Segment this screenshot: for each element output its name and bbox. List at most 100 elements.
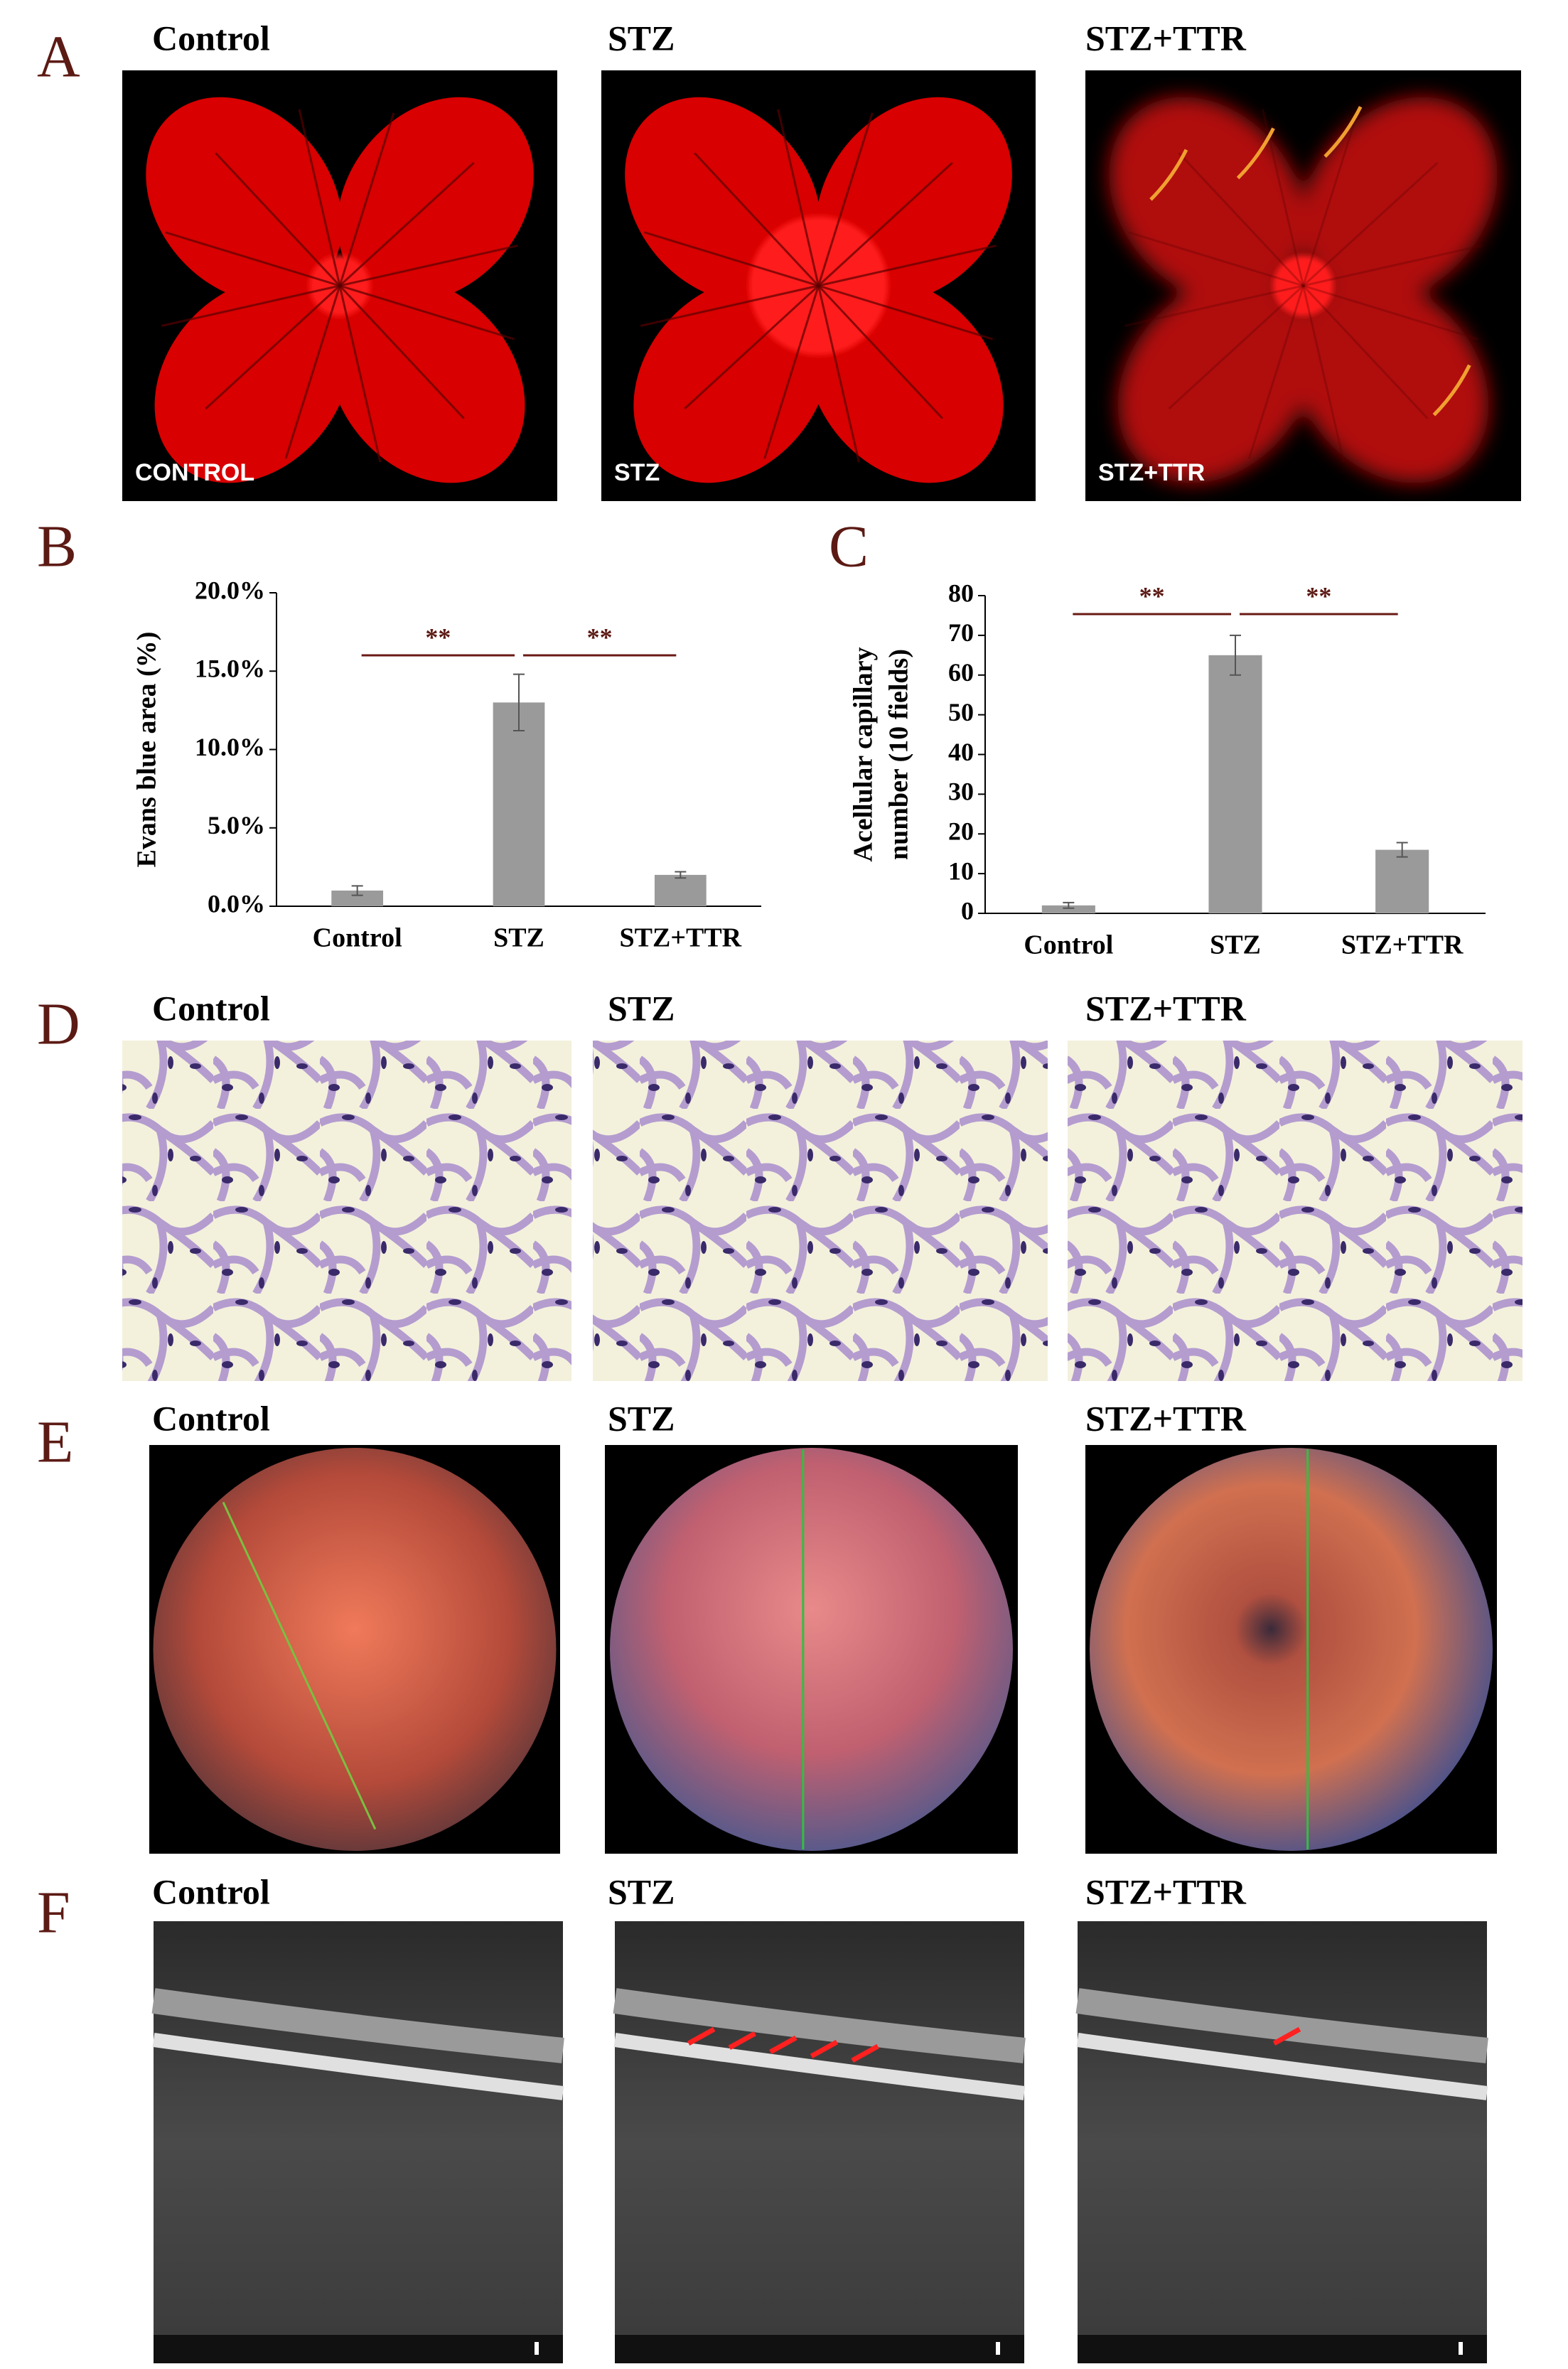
panel-letter: F (37, 1879, 70, 1945)
retina-lobe (337, 97, 534, 302)
panel-letter: B (37, 513, 77, 579)
autofluorescence (1323, 106, 1363, 158)
vessel (818, 284, 994, 340)
arrow (1272, 2026, 1301, 2046)
y-tick-label: 30 (948, 778, 974, 806)
retina-lobe (146, 97, 343, 302)
group-label: STZ (608, 18, 675, 58)
retina-lobe (154, 278, 351, 483)
retina-lobe (1117, 278, 1315, 483)
vessel (161, 284, 340, 327)
bar (1375, 849, 1429, 913)
vessel (817, 284, 943, 419)
x-tick-label: Control (1024, 930, 1113, 960)
image-d (593, 1041, 1048, 1381)
vessel (284, 285, 341, 459)
arrow (851, 2043, 879, 2063)
group-label: Control (152, 1871, 270, 1911)
scale-bar (535, 2342, 539, 2355)
group-label: STZ+TTR (1085, 1398, 1247, 1438)
group-label: Control (152, 988, 270, 1028)
vessel (1168, 284, 1304, 410)
y-axis-label: number (10 fields) (884, 649, 914, 860)
x-tick-label: Control (313, 923, 402, 953)
vessel (694, 152, 820, 287)
image-d (1068, 1041, 1523, 1381)
panel-letter: C (829, 513, 869, 579)
vessel (1303, 245, 1482, 287)
retina-lobe (1301, 97, 1498, 302)
image-f (151, 1921, 564, 2363)
vessel (818, 245, 997, 287)
autofluorescence (1149, 149, 1188, 201)
retina-lobe (328, 278, 525, 483)
y-tick-label: 5.0% (208, 811, 265, 839)
vessel (1247, 285, 1304, 459)
vessel (777, 109, 820, 286)
group-label: Control (152, 1398, 270, 1438)
retina-lobe (1109, 97, 1306, 302)
image-e (1085, 1445, 1497, 1854)
vessel (215, 152, 341, 287)
oct-background (1078, 1921, 1487, 2363)
y-axis-label: Acellular capillary (849, 647, 879, 861)
vessel-stain (1068, 1041, 1523, 1381)
y-tick-label: 50 (948, 698, 974, 726)
retina-layer (151, 1988, 564, 2063)
optic-disc (1272, 255, 1334, 316)
vessel (817, 285, 860, 463)
autofluorescence (1432, 364, 1471, 417)
arrow (728, 2031, 756, 2051)
bar (493, 702, 545, 906)
group-label: STZ+TTR (1085, 988, 1247, 1028)
x-tick-label: STZ (1210, 930, 1261, 960)
vessel (1302, 284, 1429, 419)
vessel (763, 285, 820, 459)
image-a (1085, 70, 1521, 501)
oct-background (154, 1921, 563, 2363)
vessel (165, 231, 340, 287)
significance-label: ** (1306, 581, 1331, 610)
bar (654, 874, 707, 906)
group-label: STZ (608, 1398, 675, 1438)
retina-layer (613, 1988, 1026, 2063)
x-tick-label: STZ+TTR (620, 923, 742, 953)
arrow (687, 2026, 716, 2046)
oct-background (615, 1921, 1024, 2363)
vessel (339, 284, 515, 340)
y-tick-label: 80 (948, 579, 974, 607)
vessel (817, 112, 874, 286)
panel-letter: E (37, 1409, 73, 1475)
vessel (298, 109, 341, 286)
vessel (684, 284, 820, 410)
bar (1041, 905, 1095, 913)
vessel (1178, 152, 1304, 287)
oct-footer (154, 2335, 563, 2363)
x-tick-label: STZ+TTR (1341, 930, 1464, 960)
vessel (205, 284, 341, 410)
image-e (149, 1445, 560, 1854)
significance-label: ** (587, 623, 613, 651)
vessel-stain (122, 1041, 571, 1381)
retina-flatmount (1109, 97, 1498, 483)
retina-lobe (1292, 278, 1489, 483)
image-caption: STZ (614, 459, 660, 486)
scale-bar (996, 2342, 1000, 2355)
group-label: STZ (608, 988, 675, 1028)
vessel (338, 112, 395, 286)
y-tick-label: 0 (961, 896, 974, 925)
oct-footer (615, 2335, 1024, 2363)
vessel (1124, 284, 1304, 327)
rpe-layer (1076, 2033, 1488, 2100)
significance-label: ** (425, 623, 451, 651)
image-caption: STZ+TTR (1098, 459, 1205, 486)
image-e (605, 1445, 1018, 1854)
vessel (643, 231, 819, 287)
vessel (1303, 284, 1478, 340)
scale-bar (1459, 2342, 1463, 2355)
image-d (122, 1041, 571, 1381)
bar (1208, 655, 1262, 913)
image-f (1075, 1921, 1488, 2363)
